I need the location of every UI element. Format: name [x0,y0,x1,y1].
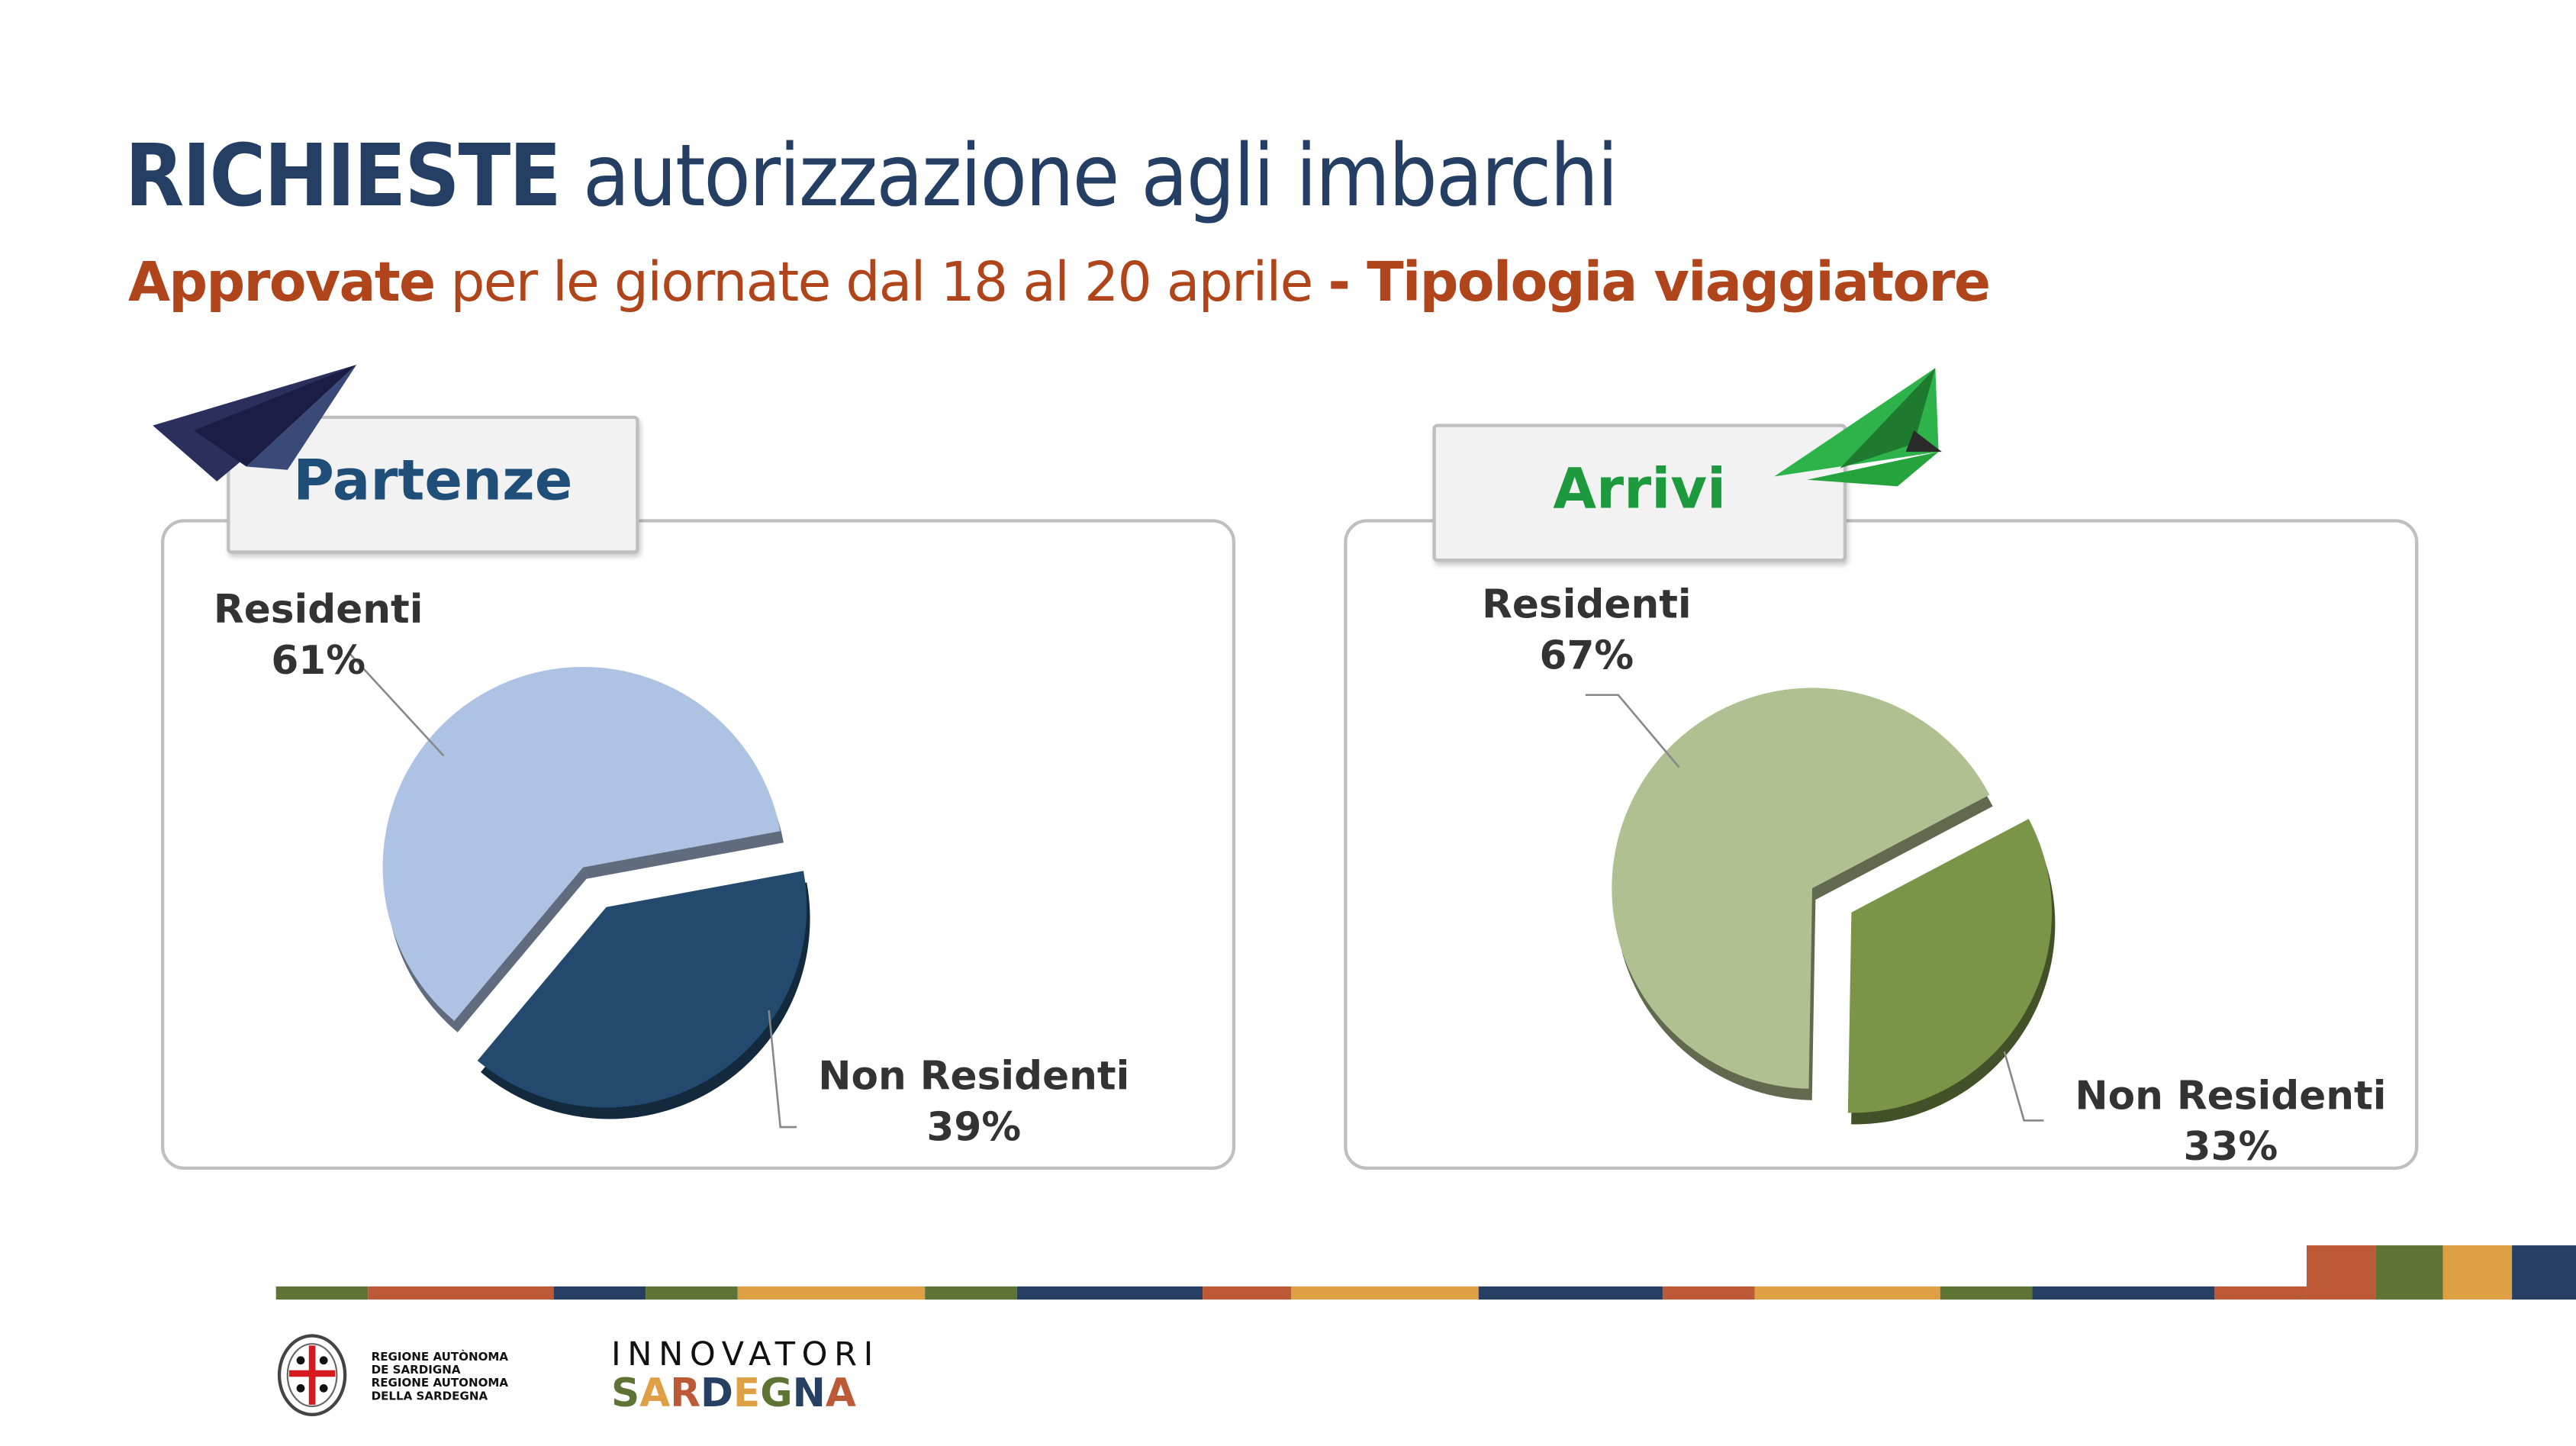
stripe-segment [1754,1286,1940,1300]
arrivi-label-residenti: Residenti 67% [1482,581,1692,679]
region-logo-text: REGIONE AUTÒNOMA DE SARDIGNA REGIONE AUTO… [371,1350,509,1403]
stripe-segment [553,1286,646,1300]
arrivi-title: Arrivi [1432,423,1847,562]
stripe-segment [1016,1286,1203,1300]
arrivi-label-non-residenti: Non Residenti 33% [2075,1072,2387,1171]
paper-plane-green-icon [1774,368,1942,487]
pie-0-slice-residenti [382,666,781,1021]
stripe-block [2442,1245,2513,1300]
pie-1-slice-residenti [1612,688,1990,1089]
innovatori-logo-text: INNOVATORI [610,1334,880,1374]
partenze-title: Partenze [227,415,639,554]
stripe-block [2306,1245,2376,1300]
partenze-label-non-residenti: Non Residenti 39% [818,1053,1130,1151]
stripe-segment [1291,1286,1479,1300]
stripe-segment [1940,1286,2033,1300]
page-title: RICHIESTE autorizzazione agli imbarchi [124,127,1618,227]
stripe-segment [1662,1286,1755,1300]
stripe-segment [646,1286,738,1300]
leader-line [1585,694,1680,768]
stripe-segment [2214,1286,2307,1300]
region-coat-of-arms-logo [266,1322,359,1421]
partenze-label-residenti: Residenti 61% [213,586,423,684]
stripe-segment [925,1286,1017,1300]
pie-0-slice-non-residenti [477,871,807,1108]
page-subtitle: Approvate per le giornate dal 18 al 20 a… [127,250,1991,314]
sardegna-logo-text: SARDEGNA [610,1370,856,1416]
pie-1-slice-non-residenti [1847,819,2053,1113]
stripe-block [2375,1245,2443,1300]
stripe-segment [275,1286,369,1300]
leader-line [2003,1051,2044,1122]
stripe-block [2512,1245,2576,1300]
stripe-segment [1203,1286,1292,1300]
stripe-segment [737,1286,926,1300]
stripe-segment [368,1286,554,1300]
paper-plane-navy-icon [153,364,357,481]
leader-line [349,653,445,757]
leader-line [768,1010,797,1129]
stripe-segment [2032,1286,2215,1300]
stripe-segment [1478,1286,1663,1300]
